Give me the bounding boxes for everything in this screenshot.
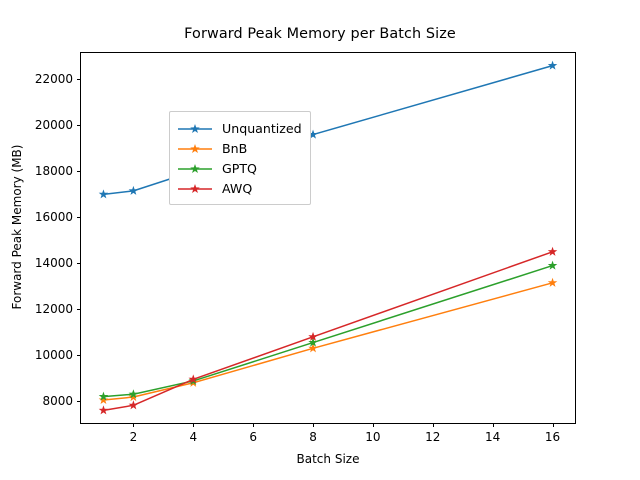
- x-tick-mark: [552, 423, 554, 427]
- y-tick-mark: [76, 355, 80, 357]
- y-tick-label: 18000: [34, 164, 73, 179]
- series-line: [102, 282, 554, 401]
- y-tick-mark: [76, 401, 80, 403]
- x-tick-mark: [372, 423, 374, 427]
- x-tick-mark: [133, 423, 135, 427]
- data-point-marker: [547, 260, 558, 270]
- y-axis-label: Forward Peak Memory (MB): [10, 144, 24, 310]
- legend-label: AWQ: [222, 180, 253, 196]
- x-tick-label: 14: [485, 430, 501, 444]
- x-tick-label: 12: [425, 430, 441, 444]
- legend-swatch-icon: [177, 141, 213, 155]
- data-point-marker: [98, 391, 109, 401]
- plot-area: Unquantized BnB GPTQ AWQ: [80, 52, 576, 424]
- data-point-marker: [128, 185, 139, 195]
- y-tick-mark: [76, 263, 80, 265]
- y-tick-label: 10000: [34, 348, 73, 363]
- legend-label: Unquantized: [222, 120, 302, 136]
- x-tick-label: 16: [544, 430, 561, 444]
- chart-legend: Unquantized BnB GPTQ AWQ: [169, 111, 311, 205]
- y-tick-mark: [76, 125, 80, 127]
- y-tick-label: 14000: [34, 256, 73, 271]
- data-point-marker: [308, 129, 318, 139]
- x-tick-label: 6: [249, 430, 257, 444]
- data-point-marker: [547, 246, 558, 256]
- y-tick-mark: [76, 217, 80, 219]
- y-tick-label: 12000: [34, 302, 73, 317]
- x-tick-label: 4: [189, 430, 198, 444]
- legend-item-gptq[interactable]: GPTQ: [177, 158, 302, 178]
- legend-label: BnB: [222, 140, 248, 156]
- x-tick-mark: [193, 423, 195, 427]
- x-axis-label: Batch Size: [296, 452, 360, 466]
- legend-item-awq[interactable]: AWQ: [177, 178, 302, 198]
- data-point-marker: [308, 343, 318, 353]
- series-unquantized: [98, 60, 558, 199]
- legend-swatch-icon: [177, 161, 213, 175]
- data-point-marker: [308, 331, 318, 341]
- data-point-marker: [98, 189, 109, 199]
- y-tick-label: 22000: [34, 72, 73, 87]
- series-bnb: [98, 277, 558, 405]
- series-awq: [98, 246, 558, 415]
- plot-svg: [98, 60, 558, 415]
- data-point-marker: [128, 400, 139, 410]
- legend-swatch-icon: [177, 181, 213, 195]
- x-tick-mark: [313, 423, 315, 427]
- data-point-marker: [128, 389, 139, 399]
- y-tick-mark: [76, 171, 80, 173]
- legend-item-bnb[interactable]: BnB: [177, 138, 302, 158]
- series-gptq: [98, 260, 558, 401]
- x-tick-label: 8: [309, 430, 317, 444]
- y-tick-label: 8000: [42, 394, 73, 409]
- x-tick-mark: [253, 423, 255, 427]
- data-point-marker: [308, 337, 318, 347]
- x-tick-label: 2: [129, 430, 138, 444]
- legend-label: GPTQ: [222, 160, 257, 176]
- y-tick-mark: [76, 79, 80, 81]
- y-tick-label: 20000: [34, 118, 73, 133]
- legend-item-unquantized[interactable]: Unquantized: [177, 118, 302, 138]
- data-point-marker: [98, 395, 109, 405]
- data-point-marker: [547, 277, 558, 287]
- data-point-marker: [98, 405, 109, 415]
- data-point-marker: [128, 392, 139, 402]
- y-tick-mark: [76, 309, 80, 311]
- x-tick-mark: [492, 423, 494, 427]
- legend-swatch-icon: [177, 121, 213, 135]
- chart-title: Forward Peak Memory per Batch Size: [184, 26, 456, 42]
- x-tick-mark: [432, 423, 434, 427]
- y-tick-label: 16000: [34, 210, 73, 225]
- data-point-marker: [188, 374, 199, 384]
- x-tick-label: 10: [365, 430, 381, 444]
- data-point-marker: [547, 60, 558, 70]
